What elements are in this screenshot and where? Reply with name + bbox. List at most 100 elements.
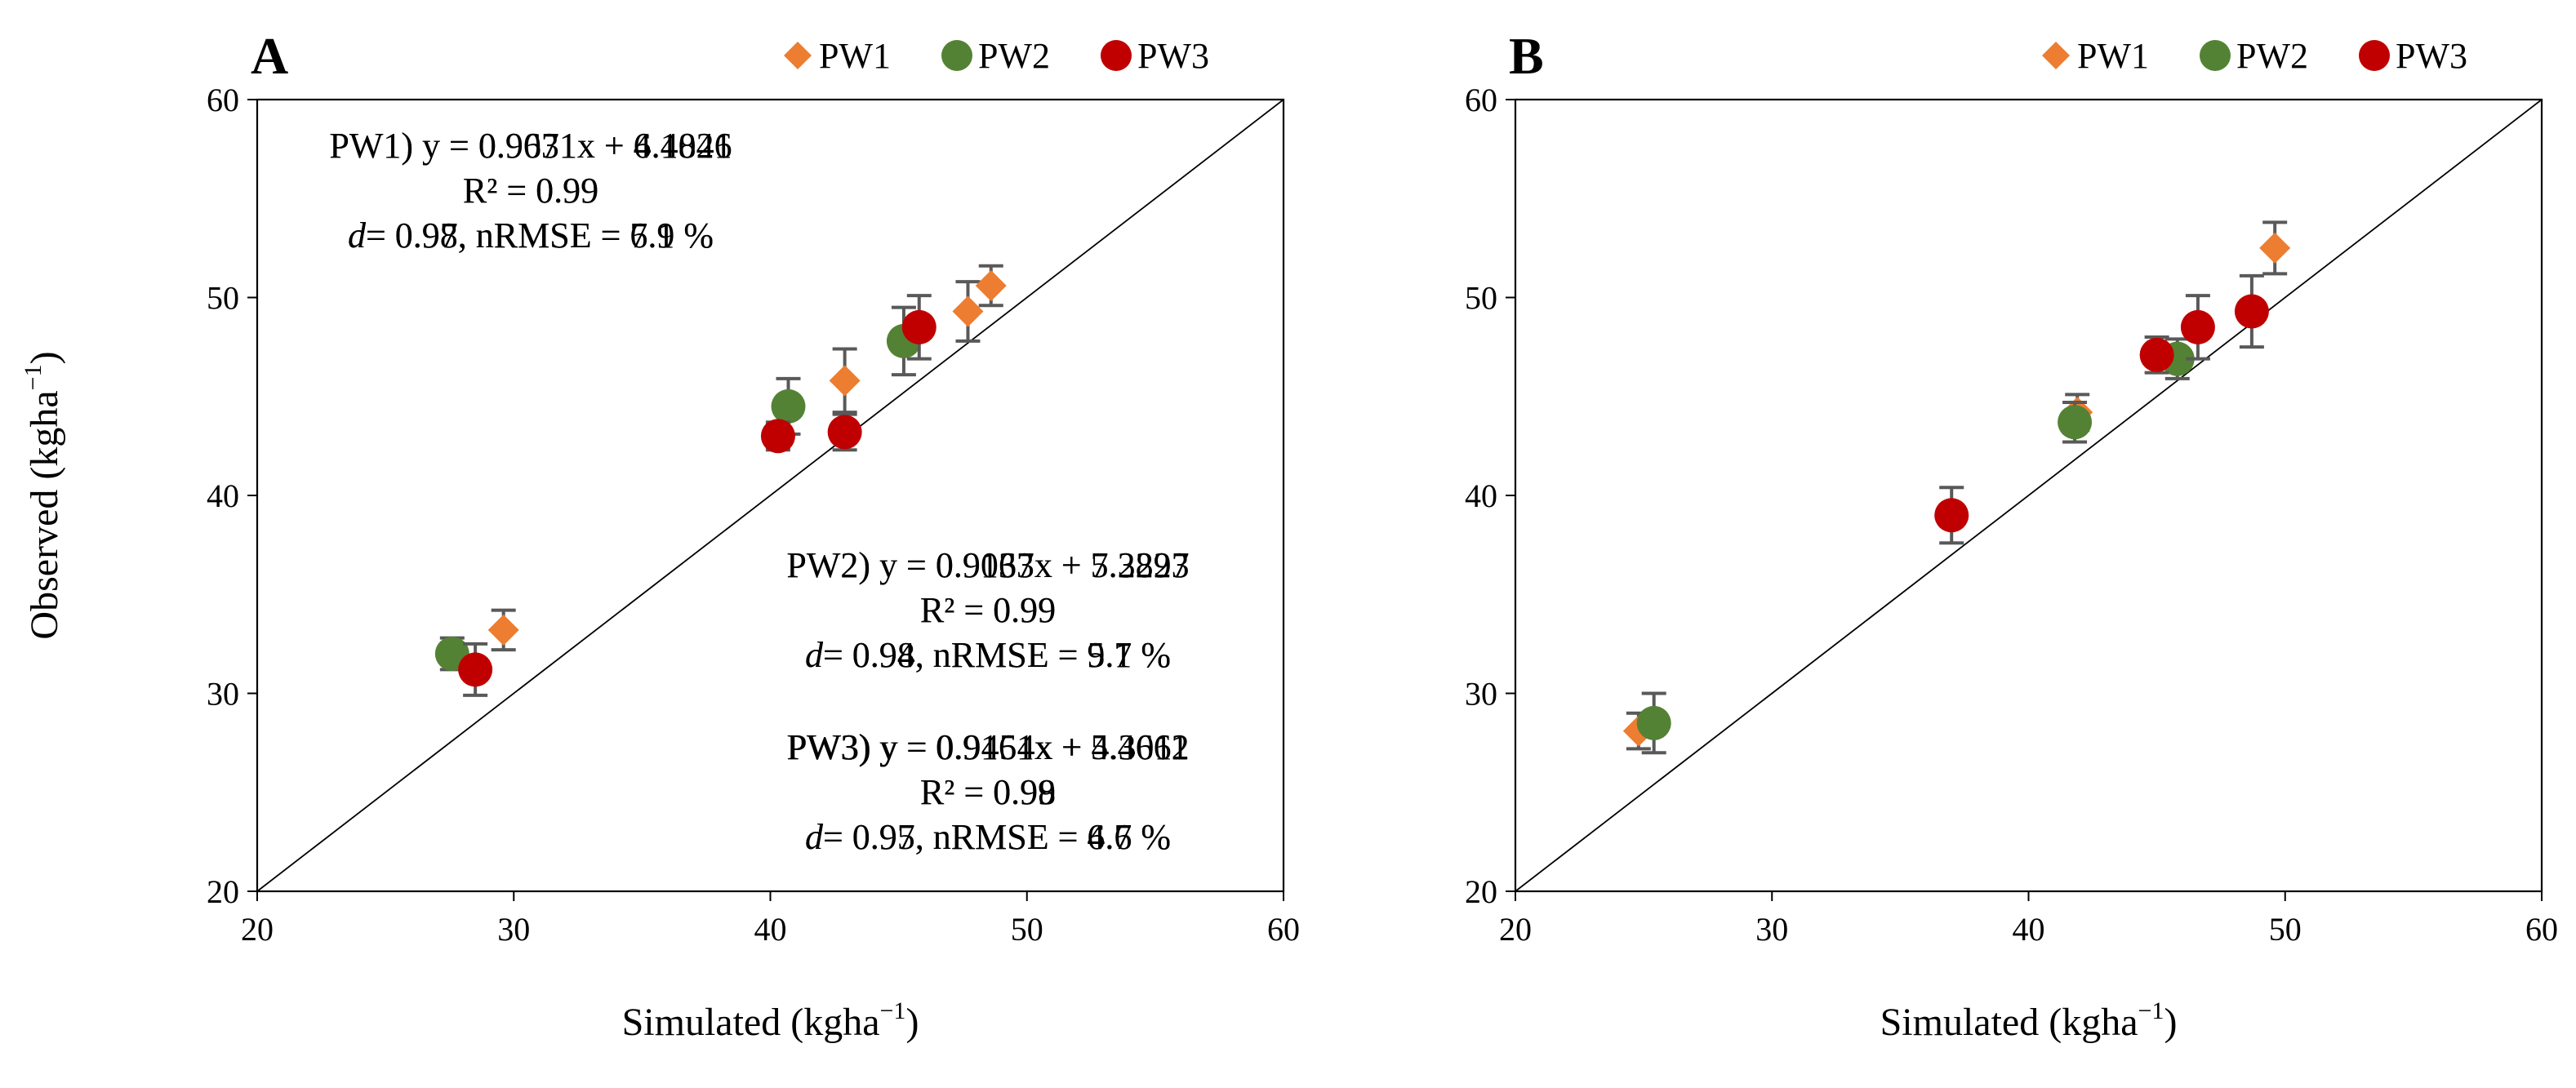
- annotation-pw3-stats: d= 0.95, nRMSE = 4.7 %: [805, 817, 1171, 857]
- x-axis-unit-superscript: −1: [2138, 997, 2164, 1024]
- data-point: [771, 389, 806, 424]
- y-tick-label: 50: [1465, 280, 1497, 317]
- stat-values: = 0.98, nRMSE = 7.1 %: [366, 215, 714, 255]
- data-point: [952, 295, 984, 327]
- series-pw1: [1622, 220, 2291, 751]
- x-tick-label: 40: [2013, 911, 2045, 948]
- y-tick-label: 40: [1465, 477, 1497, 514]
- annotation-pw3-line: R² = 0.99: [920, 772, 1056, 812]
- data-point: [458, 652, 493, 687]
- data-point: [2180, 309, 2215, 344]
- x-tick-label: 30: [497, 911, 530, 948]
- annotation-pw3-line: PW3) y = 0.9161x + 5.4662: [786, 727, 1189, 767]
- data-point: [2259, 232, 2291, 264]
- annotation-pw2-line: PW2) y = 0.9067x + 7.2223: [786, 545, 1189, 585]
- x-axis-title-close: ): [905, 1001, 919, 1044]
- y-tick-label: 50: [207, 280, 239, 317]
- x-axis-title-close: ): [2164, 1001, 2177, 1044]
- annotation-pw1-line: PW1) y = 0.9631x + 4.1041: [329, 126, 732, 166]
- stat-d-symbol: d: [805, 635, 824, 675]
- annotation-pw2-line: PW2) y = 0.9133x + 5.3897: [786, 545, 1189, 585]
- annotation-pw3-line: PW3) y = 0.9454x + 4.3011: [787, 727, 1189, 767]
- legend-marker-pw3: [1101, 40, 1132, 71]
- x-tick-label: 20: [241, 911, 274, 948]
- data-point: [760, 419, 795, 454]
- stat-values: = 0.97, nRMSE = 6.9 %: [366, 215, 714, 255]
- legend-label-pw2: PW2: [978, 36, 1050, 76]
- data-point: [1636, 705, 1671, 740]
- one-to-one-line: [256, 99, 1284, 892]
- y-axis-title: Observed (kgha−1): [20, 351, 66, 639]
- series-pw3: [458, 294, 937, 697]
- x-axis-title-text: Simulated (kgha: [622, 1001, 880, 1044]
- panel-a: 20 30 40 50 60 20 30 40 50 60 PW1) y = 0.9071x + 6…: [20, 27, 1300, 1044]
- annotation-pw2-stats: d= 0.94, nRMSE = 9.1 %: [805, 635, 1171, 675]
- y-axis-unit-superscript: −1: [20, 364, 47, 390]
- annotation-pw1-stats: d= 0.97, nRMSE = 6.9 %: [348, 215, 714, 255]
- x-tick-label: 60: [2525, 911, 2558, 948]
- annotation-pw1-line: R² = 0.99: [463, 171, 598, 211]
- y-tick-label: 20: [207, 873, 239, 910]
- data-point: [2139, 337, 2174, 372]
- legend-marker-pw2: [941, 40, 972, 71]
- x-tick-label: 50: [1011, 911, 1043, 948]
- stat-d-symbol: d: [805, 817, 824, 857]
- x-axis-unit-superscript: −1: [880, 997, 906, 1024]
- data-point: [901, 309, 937, 344]
- legend-marker-pw2: [2200, 40, 2231, 71]
- y-tick-label: 60: [1465, 82, 1497, 118]
- series-pw2: [434, 305, 921, 672]
- legend-label-pw1: PW1: [819, 36, 891, 76]
- annotation-pw2-line: R² = 0.99: [920, 590, 1056, 630]
- annotation-pw2-stats: d= 0.98, nRMSE = 5.7 %: [805, 635, 1171, 675]
- legend-label-pw2: PW2: [2236, 36, 2308, 76]
- y-axis-title-text: Observed (kgha: [23, 390, 66, 639]
- annotation-pw2-line: R² = 0.99: [920, 590, 1056, 630]
- series-pw3: [1934, 273, 2269, 545]
- panel-label: B: [1509, 27, 1544, 85]
- legend-marker-pw1: [2042, 42, 2070, 69]
- stat-values: = 0.97, nRMSE = 6.6 %: [823, 817, 1171, 857]
- x-tick-label: 60: [1267, 911, 1300, 948]
- stat-d-symbol: d: [348, 215, 367, 255]
- x-axis-title: Simulated (kgha−1): [1880, 997, 2178, 1044]
- y-tick-label: 30: [207, 676, 239, 713]
- stat-values: = 0.95, nRMSE = 4.7 %: [823, 817, 1171, 857]
- data-point: [1934, 498, 1969, 533]
- annotation-pw1-stats: d= 0.98, nRMSE = 7.1 %: [348, 215, 714, 255]
- legend-marker-pw3: [2359, 40, 2390, 71]
- stat-d-symbol: d: [805, 817, 824, 857]
- stat-d-symbol: d: [805, 635, 824, 675]
- y-axis-title-close: ): [23, 351, 66, 364]
- one-to-one-line: [1515, 99, 2543, 892]
- y-tick-label: 20: [1465, 873, 1497, 910]
- x-tick-label: 30: [1755, 911, 1788, 948]
- panel-label: A: [251, 27, 288, 85]
- x-tick-label: 40: [754, 911, 787, 948]
- legend-marker-pw1: [784, 42, 812, 69]
- stat-d-symbol: d: [348, 215, 367, 255]
- y-tick-label: 40: [207, 477, 239, 514]
- annotation-pw3-stats: d= 0.97, nRMSE = 6.6 %: [805, 817, 1171, 857]
- x-tick-label: 20: [1499, 911, 1532, 948]
- series-pw1: [487, 264, 1007, 652]
- data-point: [2058, 405, 2093, 440]
- y-tick-label: 60: [207, 82, 239, 118]
- data-point: [487, 614, 519, 646]
- data-point: [827, 415, 862, 450]
- annotation-pw1-line: PW1) y = 0.9071x + 6.4826: [329, 126, 732, 166]
- stat-values: = 0.94, nRMSE = 9.1 %: [823, 635, 1171, 675]
- data-point: [975, 269, 1007, 301]
- data-point: [2234, 294, 2269, 329]
- panel-b: 20 30 40 50 60 20 30 40 50 60 PW1) y = 0.9631x + 4…: [329, 27, 2558, 1044]
- annotation-pw1-line: R² = 0.99: [463, 171, 598, 211]
- x-tick-label: 50: [2269, 911, 2302, 948]
- x-axis-title: Simulated (kgha−1): [622, 997, 919, 1044]
- data-point: [829, 365, 861, 397]
- x-axis-title-text: Simulated (kgha: [1880, 1001, 2138, 1044]
- series-pw2: [1636, 337, 2195, 755]
- stat-values: = 0.98, nRMSE = 5.7 %: [823, 635, 1171, 675]
- legend-label-pw3: PW3: [2396, 36, 2467, 76]
- legend-label-pw1: PW1: [2077, 36, 2149, 76]
